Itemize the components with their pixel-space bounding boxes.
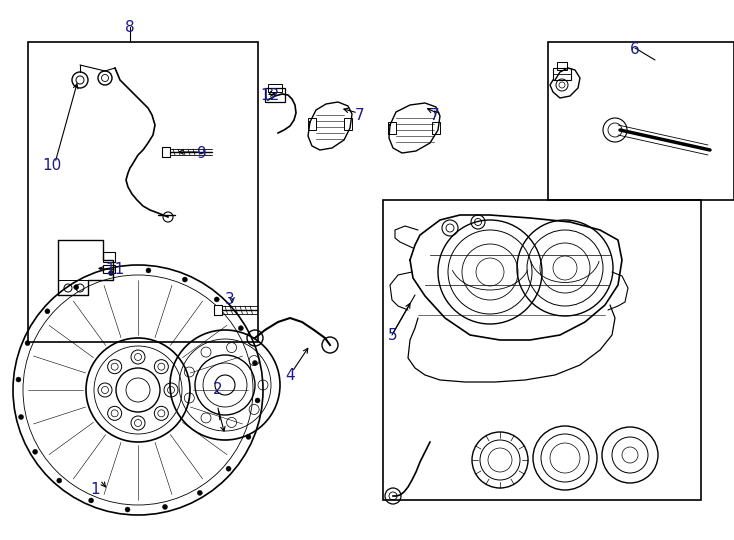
Text: 7: 7 xyxy=(430,107,440,123)
Circle shape xyxy=(125,507,130,512)
Circle shape xyxy=(109,271,114,275)
Text: 4: 4 xyxy=(286,368,295,382)
Text: 9: 9 xyxy=(197,145,207,160)
Text: 6: 6 xyxy=(630,43,640,57)
Circle shape xyxy=(255,398,260,403)
Circle shape xyxy=(252,361,258,366)
Text: 12: 12 xyxy=(261,87,280,103)
Bar xyxy=(557,62,567,70)
Bar xyxy=(344,118,352,130)
Circle shape xyxy=(162,504,167,509)
Bar xyxy=(28,42,258,342)
Circle shape xyxy=(226,466,231,471)
Circle shape xyxy=(239,326,244,330)
Text: 8: 8 xyxy=(126,21,135,36)
Text: 3: 3 xyxy=(225,293,235,307)
Circle shape xyxy=(89,498,94,503)
Circle shape xyxy=(214,297,219,302)
Bar xyxy=(214,305,222,315)
Text: 1: 1 xyxy=(90,483,100,497)
Bar xyxy=(383,200,701,500)
Text: 5: 5 xyxy=(388,327,398,342)
Text: 10: 10 xyxy=(43,158,62,172)
Circle shape xyxy=(246,434,251,440)
Circle shape xyxy=(45,309,50,314)
Text: 11: 11 xyxy=(106,262,125,278)
Bar xyxy=(103,252,115,262)
Bar xyxy=(388,122,396,134)
Circle shape xyxy=(57,478,62,483)
Circle shape xyxy=(32,449,37,454)
Circle shape xyxy=(197,490,203,495)
Bar xyxy=(103,265,115,273)
Bar xyxy=(553,68,571,80)
Circle shape xyxy=(16,377,21,382)
Circle shape xyxy=(73,285,79,289)
Text: 7: 7 xyxy=(355,107,365,123)
Bar xyxy=(548,42,734,200)
Bar xyxy=(268,84,282,92)
Circle shape xyxy=(182,277,187,282)
Circle shape xyxy=(25,341,30,346)
Bar xyxy=(308,118,316,130)
Circle shape xyxy=(146,268,151,273)
Circle shape xyxy=(18,415,23,420)
Bar xyxy=(162,147,170,157)
Bar xyxy=(432,122,440,134)
Text: 2: 2 xyxy=(213,382,223,397)
Bar xyxy=(265,88,285,102)
